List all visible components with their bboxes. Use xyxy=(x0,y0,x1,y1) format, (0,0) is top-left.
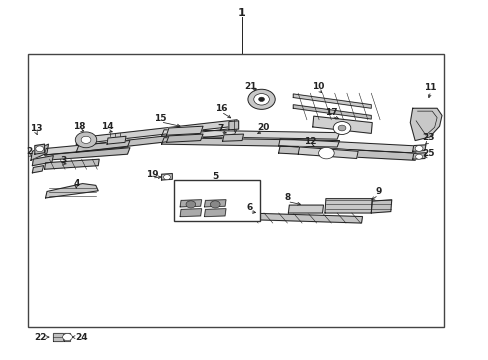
Circle shape xyxy=(36,146,43,152)
Text: 3: 3 xyxy=(60,156,66,165)
Bar xyxy=(174,180,259,221)
Text: 16: 16 xyxy=(214,104,227,113)
Text: 22: 22 xyxy=(34,333,47,342)
Circle shape xyxy=(332,122,350,134)
Text: 18: 18 xyxy=(73,122,86,131)
Polygon shape xyxy=(293,105,370,119)
Text: 10: 10 xyxy=(312,82,324,91)
Circle shape xyxy=(415,154,422,159)
Text: 13: 13 xyxy=(29,123,42,132)
Text: 19: 19 xyxy=(145,170,158,179)
Polygon shape xyxy=(44,159,99,169)
Text: 24: 24 xyxy=(75,333,87,342)
Text: 7: 7 xyxy=(217,124,223,133)
Polygon shape xyxy=(161,138,339,147)
Circle shape xyxy=(185,201,195,208)
Polygon shape xyxy=(107,136,126,144)
Polygon shape xyxy=(228,121,238,130)
Polygon shape xyxy=(204,200,225,207)
Circle shape xyxy=(62,333,72,341)
Polygon shape xyxy=(180,200,201,207)
Circle shape xyxy=(81,136,91,143)
Text: 25: 25 xyxy=(422,149,434,158)
Polygon shape xyxy=(325,199,371,213)
Text: 4: 4 xyxy=(73,179,79,188)
Text: 8: 8 xyxy=(284,193,290,202)
Polygon shape xyxy=(166,134,203,142)
Polygon shape xyxy=(180,209,201,217)
Polygon shape xyxy=(166,126,203,135)
Circle shape xyxy=(318,147,333,159)
Polygon shape xyxy=(288,205,323,213)
Polygon shape xyxy=(31,144,48,160)
Text: 5: 5 xyxy=(212,172,218,181)
Polygon shape xyxy=(204,209,225,217)
Polygon shape xyxy=(298,147,357,158)
Text: 11: 11 xyxy=(424,83,436,92)
Polygon shape xyxy=(35,144,44,154)
Polygon shape xyxy=(409,108,441,140)
Polygon shape xyxy=(278,139,416,153)
Polygon shape xyxy=(222,134,243,141)
Bar xyxy=(27,54,444,327)
Polygon shape xyxy=(412,153,425,159)
Text: 2: 2 xyxy=(26,147,32,156)
Circle shape xyxy=(337,125,345,131)
Circle shape xyxy=(414,145,422,151)
Polygon shape xyxy=(278,146,416,160)
Polygon shape xyxy=(32,156,53,166)
Polygon shape xyxy=(44,148,130,160)
Text: 14: 14 xyxy=(101,122,113,131)
Polygon shape xyxy=(44,140,130,155)
Polygon shape xyxy=(293,94,370,108)
Polygon shape xyxy=(32,166,43,173)
Circle shape xyxy=(75,132,97,148)
Text: 1: 1 xyxy=(238,8,245,18)
Polygon shape xyxy=(45,184,98,198)
Polygon shape xyxy=(412,145,425,151)
Circle shape xyxy=(258,97,264,102)
Polygon shape xyxy=(370,200,391,213)
Polygon shape xyxy=(312,116,371,134)
Polygon shape xyxy=(161,130,339,139)
Text: 6: 6 xyxy=(246,203,252,212)
Polygon shape xyxy=(76,128,237,152)
Circle shape xyxy=(163,175,170,180)
Polygon shape xyxy=(64,333,70,341)
Polygon shape xyxy=(76,120,237,144)
Text: 17: 17 xyxy=(325,108,337,117)
Text: 20: 20 xyxy=(256,123,269,132)
Polygon shape xyxy=(244,213,362,223)
Text: 9: 9 xyxy=(375,187,381,196)
Text: 12: 12 xyxy=(304,137,316,146)
Polygon shape xyxy=(53,333,63,341)
Polygon shape xyxy=(161,174,172,180)
Text: 15: 15 xyxy=(154,114,166,123)
Circle shape xyxy=(210,201,220,208)
Circle shape xyxy=(253,94,269,105)
Text: 21: 21 xyxy=(244,82,256,91)
Circle shape xyxy=(247,89,275,109)
Text: 23: 23 xyxy=(422,133,434,142)
